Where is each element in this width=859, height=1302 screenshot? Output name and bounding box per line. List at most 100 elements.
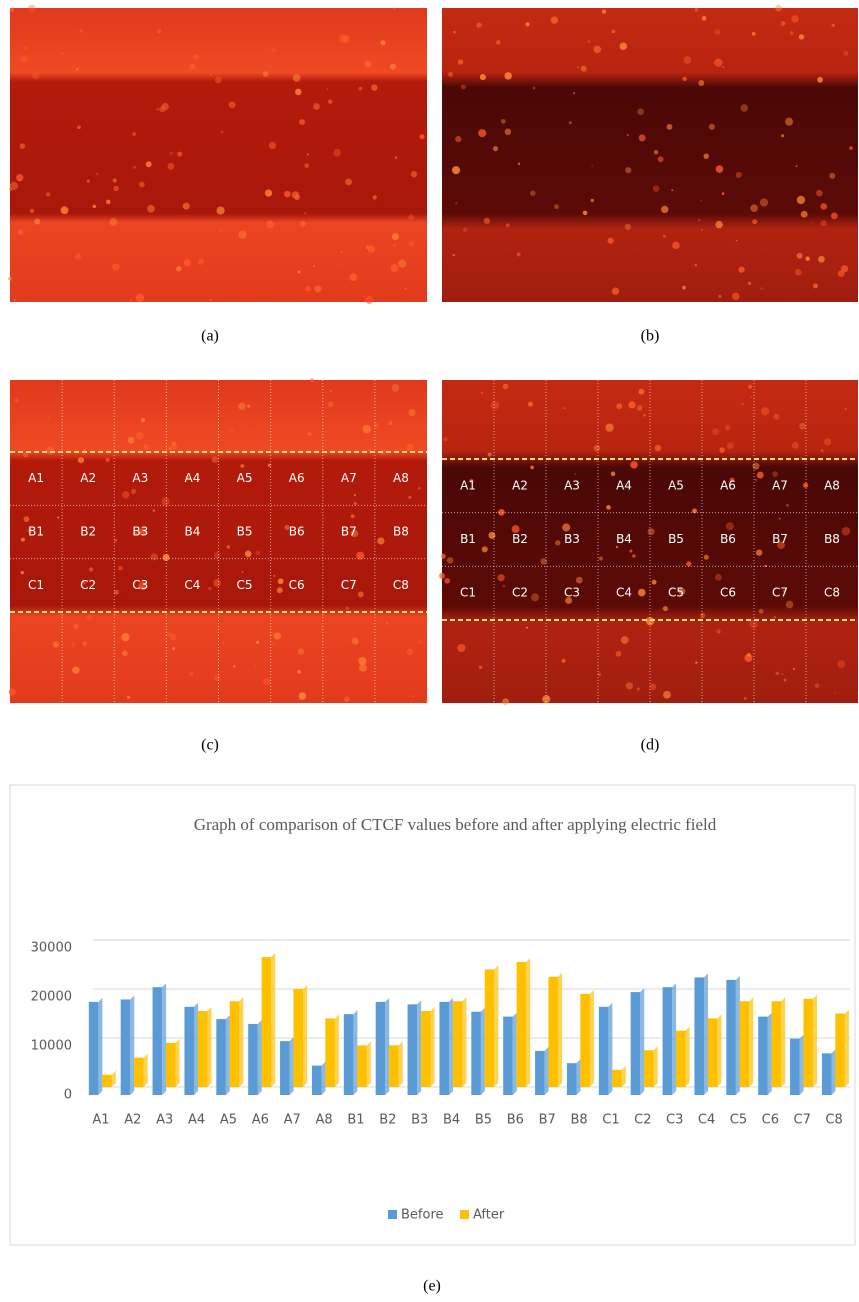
speckle bbox=[274, 632, 281, 639]
bar-side bbox=[290, 1037, 294, 1095]
speckle bbox=[772, 471, 778, 477]
cell-label: B1 bbox=[460, 532, 476, 546]
bar bbox=[325, 1018, 335, 1087]
speckle bbox=[358, 657, 366, 665]
speckle bbox=[741, 403, 744, 406]
caption: (e) bbox=[423, 1278, 441, 1295]
bar bbox=[421, 1011, 431, 1087]
speckle bbox=[775, 5, 782, 12]
speckle bbox=[686, 561, 691, 566]
x-tick-label: A5 bbox=[220, 1113, 237, 1128]
speckle bbox=[14, 398, 18, 402]
speckle bbox=[797, 196, 805, 204]
speckle bbox=[784, 679, 787, 682]
speckle bbox=[455, 136, 461, 142]
speckle bbox=[198, 259, 204, 265]
speckle bbox=[725, 425, 731, 431]
speckle bbox=[757, 472, 764, 479]
speckle bbox=[441, 554, 446, 559]
bar-side bbox=[768, 1013, 772, 1095]
speckle bbox=[452, 166, 460, 174]
speckle bbox=[786, 601, 794, 609]
x-tick-label: C6 bbox=[762, 1113, 779, 1128]
speckle bbox=[354, 502, 357, 505]
speckle bbox=[453, 254, 455, 256]
speckle bbox=[159, 106, 165, 112]
speckle bbox=[242, 571, 244, 573]
speckle bbox=[682, 77, 686, 81]
speckle bbox=[177, 152, 182, 157]
speckle bbox=[785, 118, 793, 126]
bar bbox=[198, 1011, 208, 1087]
speckle bbox=[128, 437, 135, 444]
bar-side bbox=[686, 1027, 690, 1087]
x-tick-label: B6 bbox=[507, 1113, 524, 1128]
speckle bbox=[574, 473, 576, 475]
bar bbox=[758, 1017, 768, 1095]
bar bbox=[389, 1045, 399, 1087]
speckle bbox=[616, 403, 622, 409]
speckle bbox=[24, 516, 30, 522]
speckle bbox=[626, 682, 633, 689]
caption: (a) bbox=[201, 328, 219, 345]
x-tick-label: B7 bbox=[539, 1113, 556, 1128]
x-tick-label: B3 bbox=[411, 1113, 428, 1128]
speckle bbox=[718, 295, 721, 298]
bar-side bbox=[704, 973, 708, 1095]
bar-side bbox=[449, 998, 453, 1095]
x-tick-label: C8 bbox=[825, 1113, 842, 1128]
x-tick-label: A7 bbox=[284, 1113, 301, 1128]
speckle bbox=[294, 194, 300, 200]
bar bbox=[89, 1002, 99, 1095]
speckle bbox=[838, 270, 845, 277]
speckle bbox=[786, 504, 789, 507]
bar bbox=[726, 980, 736, 1095]
bar-side bbox=[590, 990, 594, 1087]
speckle bbox=[408, 240, 414, 246]
speckle bbox=[20, 55, 27, 62]
y-tick-label: 10000 bbox=[31, 1039, 72, 1054]
speckle bbox=[608, 238, 614, 244]
speckle bbox=[9, 688, 16, 695]
speckle bbox=[408, 214, 414, 220]
speckle bbox=[715, 574, 722, 581]
speckle bbox=[304, 163, 309, 168]
speckle bbox=[263, 678, 270, 685]
speckle bbox=[811, 222, 813, 224]
speckle bbox=[136, 432, 144, 440]
speckle bbox=[453, 31, 455, 33]
speckle bbox=[297, 670, 301, 674]
speckle bbox=[327, 88, 329, 90]
speckle bbox=[496, 40, 500, 44]
speckle bbox=[652, 580, 657, 585]
speckle bbox=[722, 192, 725, 195]
speckle bbox=[209, 299, 211, 301]
speckle bbox=[386, 622, 389, 625]
speckle bbox=[157, 29, 161, 33]
speckle bbox=[72, 667, 79, 674]
bar-side bbox=[832, 1049, 836, 1095]
bar-side bbox=[239, 997, 243, 1087]
x-tick-label: B8 bbox=[570, 1113, 587, 1128]
bar-side bbox=[526, 958, 530, 1087]
speckle bbox=[801, 211, 808, 218]
speckle bbox=[77, 125, 81, 129]
speckle bbox=[147, 205, 155, 213]
speckle bbox=[170, 443, 177, 450]
speckle bbox=[463, 228, 467, 232]
speckle bbox=[727, 442, 734, 449]
caption: (d) bbox=[641, 737, 660, 754]
speckle bbox=[625, 167, 631, 173]
bar bbox=[184, 1007, 194, 1095]
speckle bbox=[684, 56, 692, 64]
speckle bbox=[658, 156, 664, 162]
speckle bbox=[255, 550, 260, 555]
speckle bbox=[625, 224, 631, 230]
speckle bbox=[599, 556, 603, 560]
speckle bbox=[408, 496, 411, 499]
speckle bbox=[349, 273, 357, 281]
bar bbox=[567, 1063, 577, 1095]
speckle bbox=[443, 437, 447, 441]
speckle bbox=[411, 171, 417, 177]
speckle bbox=[89, 567, 93, 571]
